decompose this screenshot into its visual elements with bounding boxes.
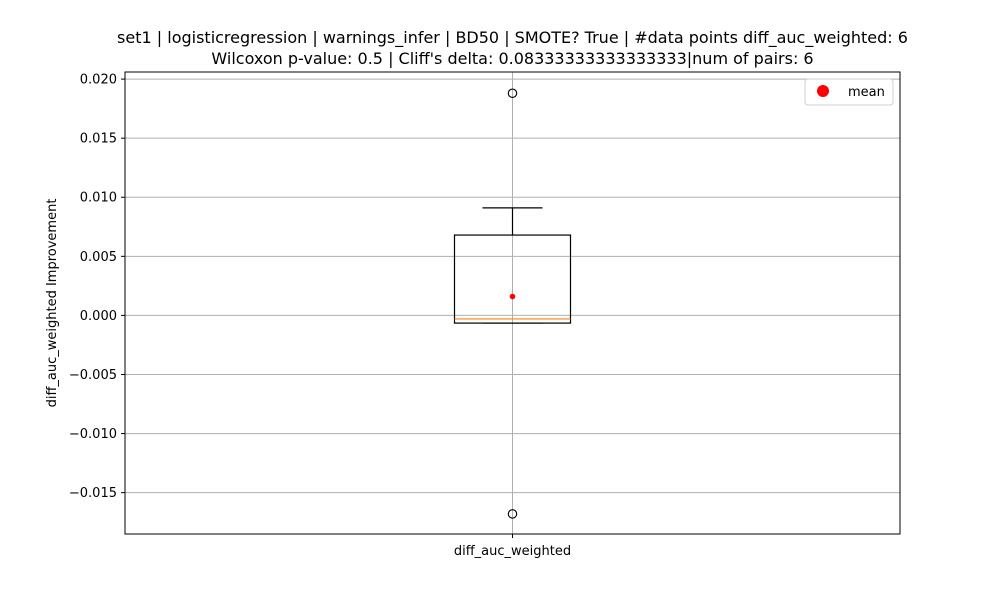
plot-area xyxy=(453,88,572,519)
outlier-point xyxy=(507,88,518,99)
y-axis-label: diff_auc_weighted Improvement xyxy=(45,199,60,408)
legend-mean-label: mean xyxy=(848,85,885,100)
legend: mean xyxy=(804,78,894,106)
mean-point xyxy=(509,293,516,300)
axis-ticks: 0.020 0.015 0.010 0.005 0.000 −0.005 −0.010 −0.… xyxy=(69,73,571,559)
y-tick-label: −0.010 xyxy=(69,427,117,442)
legend-mean-marker xyxy=(817,85,829,97)
y-tick-label: 0.010 xyxy=(80,191,117,206)
y-tick-label: 0.005 xyxy=(80,250,117,265)
y-tick-label: −0.015 xyxy=(69,486,117,501)
y-tick-label: −0.005 xyxy=(69,368,117,383)
y-tick-label: 0.000 xyxy=(80,309,117,324)
y-tick-label: 0.015 xyxy=(80,132,117,147)
grid-lines xyxy=(125,72,900,534)
iqr-box xyxy=(453,234,572,324)
chart-title-line2: Wilcoxon p-value: 0.5 | Cliff's delta: 0… xyxy=(211,49,813,68)
x-tick-label: diff_auc_weighted xyxy=(454,544,571,559)
legend-box xyxy=(804,78,894,106)
y-tick-label: 0.020 xyxy=(80,73,117,88)
chart-title-line1: set1 | logisticregression | warnings_inf… xyxy=(117,28,908,48)
outlier-point xyxy=(507,509,518,519)
